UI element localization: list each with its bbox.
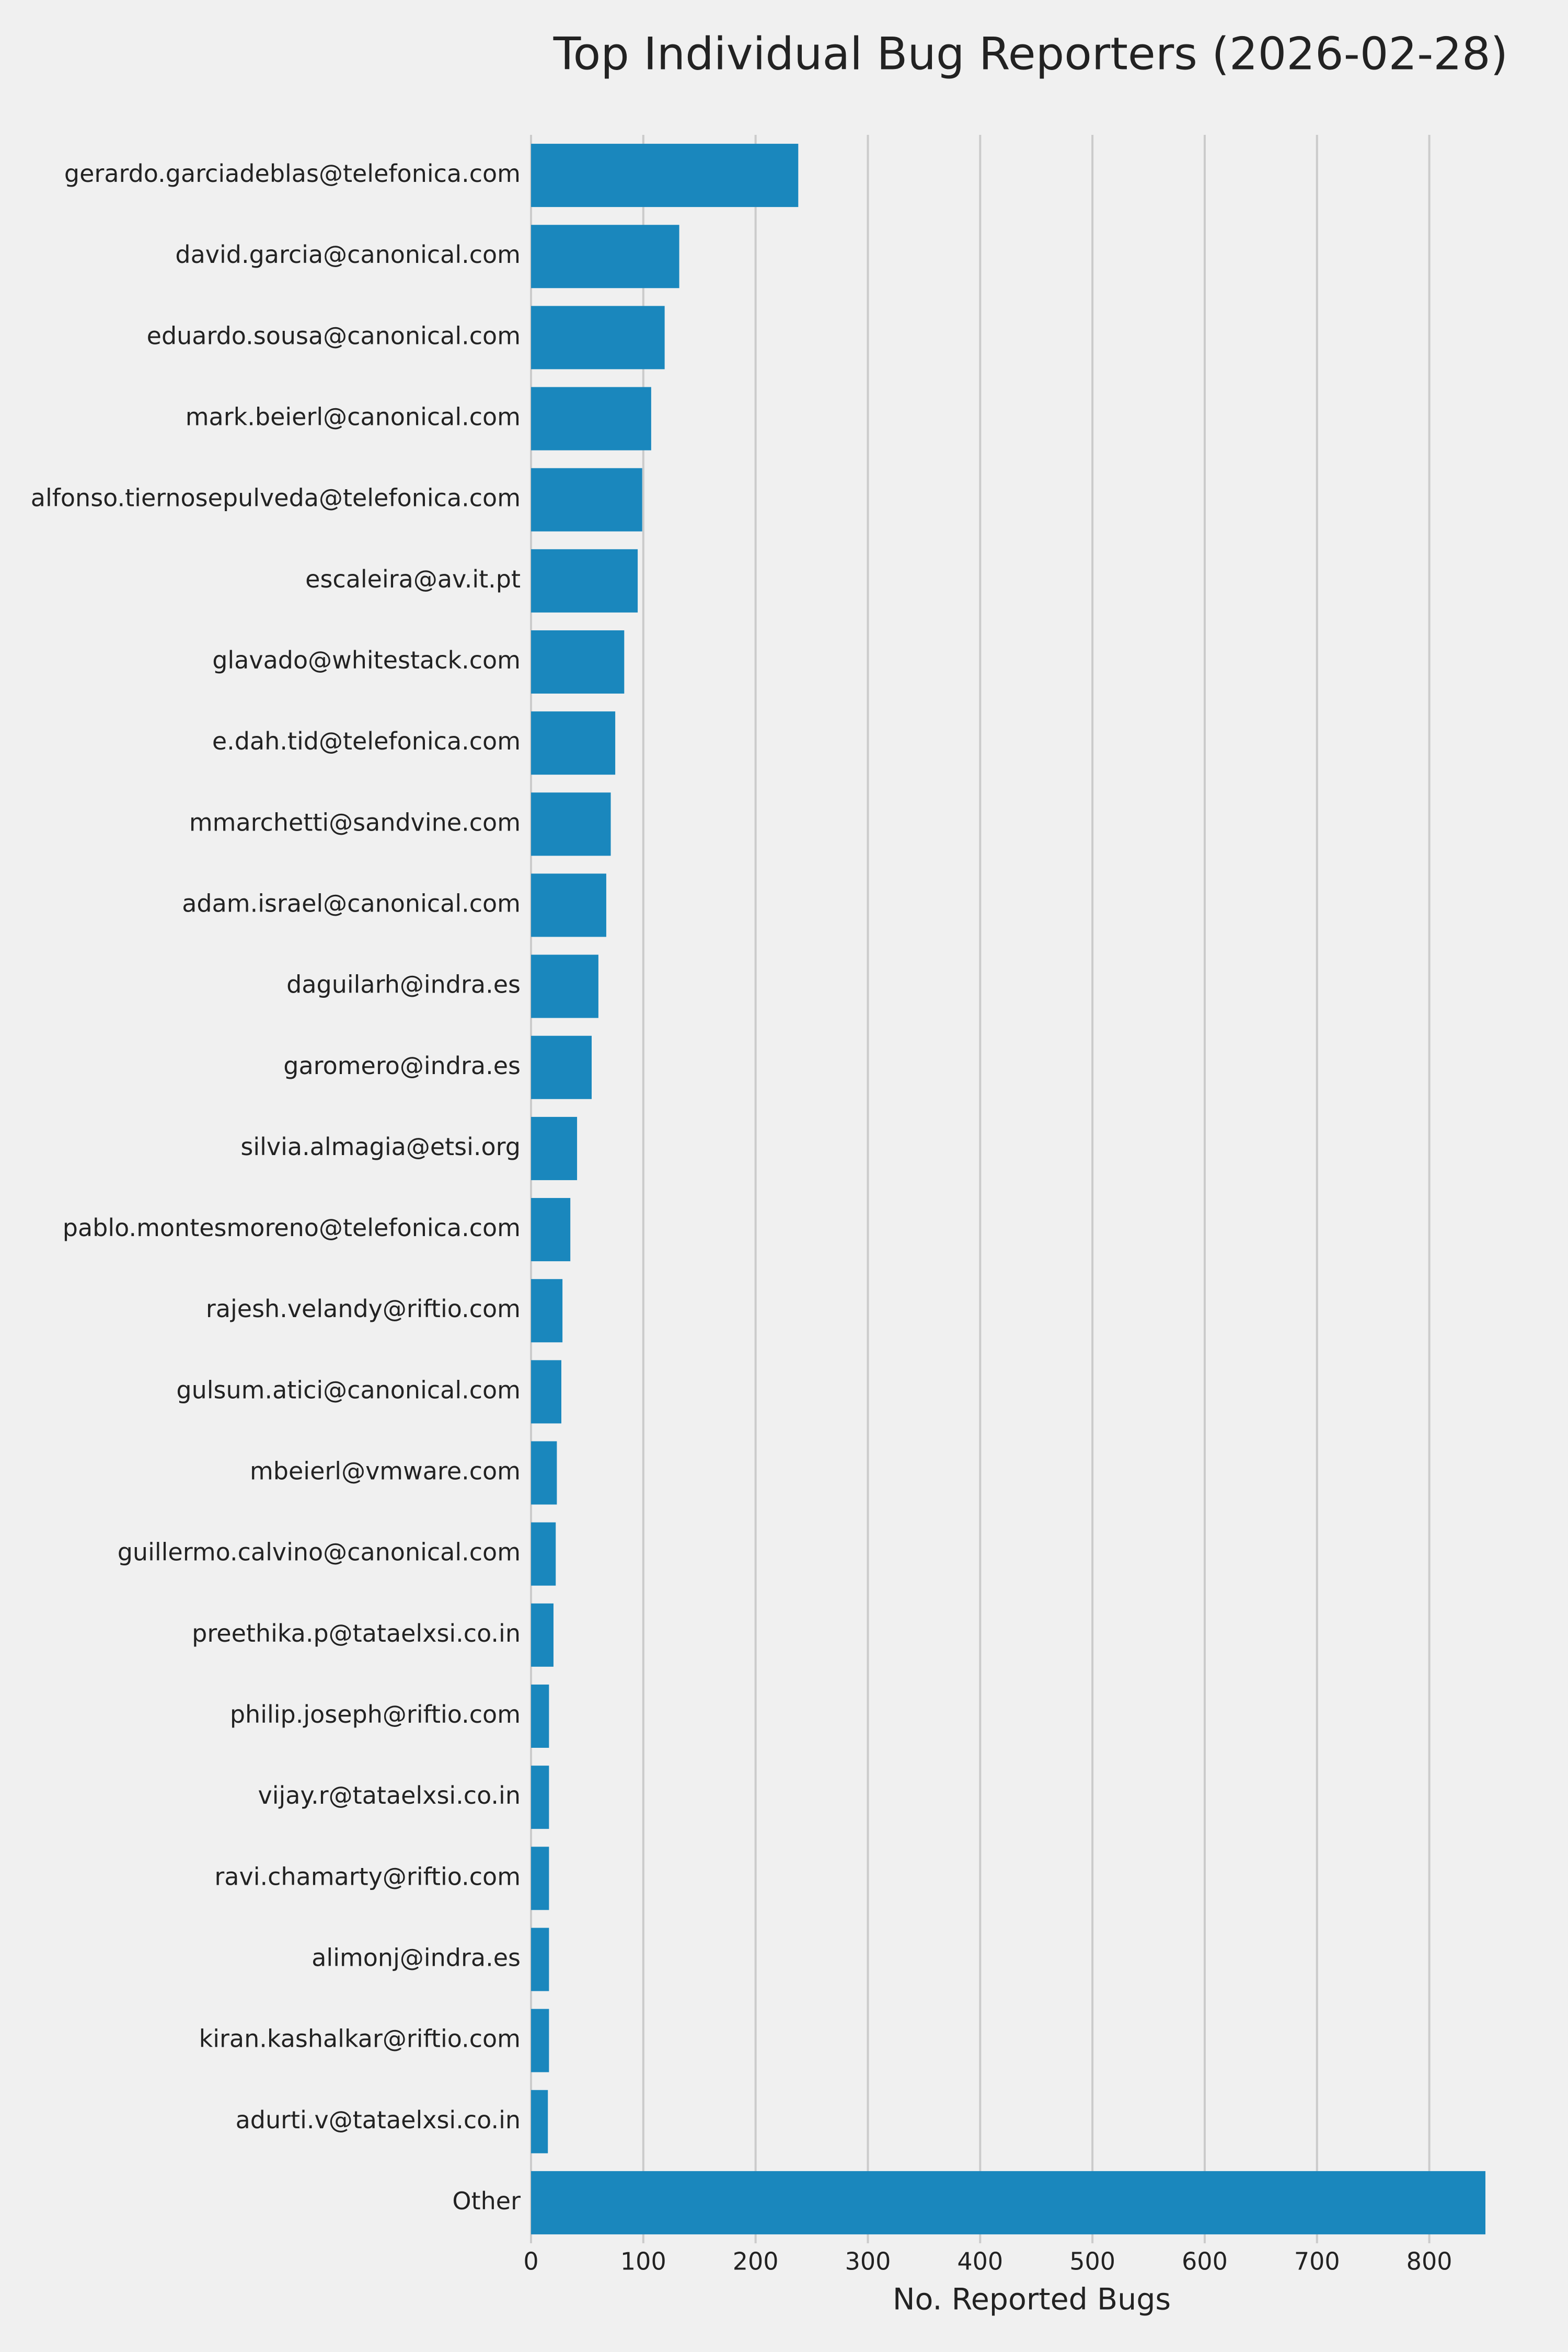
y-tick-label: pablo.montesmoreno@telefonica.com <box>63 1214 521 1242</box>
y-tick-label: gulsum.atici@canonical.com <box>176 1376 521 1404</box>
x-tick-label: 800 <box>1406 2247 1452 2276</box>
bar <box>531 1198 571 1262</box>
x-axis-label: No. Reported Bugs <box>893 2282 1171 2317</box>
y-tick-label: eduardo.sousa@canonical.com <box>147 321 521 350</box>
bar <box>531 144 799 207</box>
bar <box>531 1035 592 1099</box>
bar <box>531 711 616 775</box>
y-tick-label: escaleira@av.it.pt <box>305 565 521 593</box>
x-tick-label: 700 <box>1294 2247 1340 2276</box>
bar <box>531 792 611 856</box>
bar <box>531 1928 549 1991</box>
x-tick-label: 100 <box>620 2247 666 2276</box>
y-tick-label: silvia.almagia@etsi.org <box>240 1133 521 1161</box>
y-tick-label: kiran.kashalkar@riftio.com <box>199 2025 521 2053</box>
bar <box>531 1522 556 1586</box>
x-tick-label: 200 <box>733 2247 779 2276</box>
y-tick-label: glavado@whitestack.com <box>212 646 521 674</box>
bar <box>531 1116 578 1180</box>
x-tick-label: 0 <box>523 2247 538 2276</box>
x-tick-label: 300 <box>845 2247 891 2276</box>
bar <box>531 468 642 532</box>
bar <box>531 1766 549 1829</box>
y-tick-label: alfonso.tiernosepulveda@telefonica.com <box>31 484 521 512</box>
y-tick-label: philip.joseph@riftio.com <box>230 1700 521 1728</box>
x-tick-label: 600 <box>1182 2247 1228 2276</box>
y-tick-label: adurti.v@tataelxsi.co.in <box>236 2106 521 2134</box>
bar <box>531 2171 1485 2234</box>
bar <box>531 225 679 289</box>
bar <box>531 954 598 1018</box>
bar <box>531 1279 563 1343</box>
bar <box>531 1684 549 1748</box>
bar <box>531 630 625 694</box>
y-tick-label: preethika.p@tataelxsi.co.in <box>192 1619 521 1647</box>
y-tick-label: garomero@indra.es <box>283 1052 521 1080</box>
x-tick-label: 500 <box>1069 2247 1115 2276</box>
x-tick-label: 400 <box>957 2247 1003 2276</box>
y-tick-label: mark.beierl@canonical.com <box>186 403 521 431</box>
bar <box>531 549 638 613</box>
bar <box>531 2009 549 2072</box>
bar <box>531 1847 549 1910</box>
bar <box>531 1603 554 1667</box>
y-tick-label: gerardo.garciadeblas@telefonica.com <box>64 159 521 188</box>
y-tick-label: guillermo.calvino@canonical.com <box>118 1538 521 1566</box>
y-tick-label: ravi.chamarty@riftio.com <box>214 1862 521 1890</box>
y-tick-label: Other <box>452 2187 521 2215</box>
bar <box>531 873 606 937</box>
bar <box>531 306 665 370</box>
y-tick-label: mbeierl@vmware.com <box>250 1457 521 1485</box>
bar <box>531 1441 557 1505</box>
y-tick-label: e.dah.tid@telefonica.com <box>212 727 521 755</box>
chart-title: Top Individual Bug Reporters (2026-02-28… <box>553 28 1508 80</box>
y-tick-label: adam.israel@canonical.com <box>182 889 521 917</box>
y-tick-label: daguilarh@indra.es <box>286 971 521 999</box>
bar <box>531 1360 562 1424</box>
y-tick-label: alimonj@indra.es <box>312 1943 521 1971</box>
bar <box>531 2090 548 2153</box>
y-tick-label: vijay.r@tataelxsi.co.in <box>258 1781 521 1809</box>
y-tick-label: david.garcia@canonical.com <box>175 240 521 269</box>
y-tick-label: rajesh.velandy@riftio.com <box>206 1295 521 1323</box>
y-tick-label: mmarchetti@sandvine.com <box>189 808 521 836</box>
bar <box>531 387 651 451</box>
